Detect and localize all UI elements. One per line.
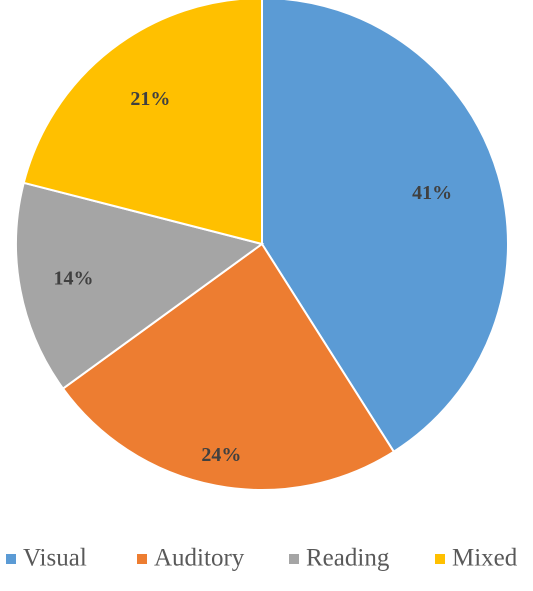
legend-item-reading: Reading: [289, 545, 390, 572]
legend-label-visual: Visual: [23, 545, 87, 572]
data-label-mixed: 21%: [130, 88, 170, 110]
legend-label-mixed: Mixed: [452, 545, 518, 572]
legend-item-auditory: Auditory: [137, 545, 245, 572]
pie-slice-visual: [261, 0, 509, 454]
legend-item-mixed: Mixed: [435, 545, 518, 572]
legend: Visual Auditory Reading Mixed: [6, 545, 518, 572]
legend-swatch-visual: [6, 554, 16, 564]
pie-data-labels: 41% 24% 14% 21%: [54, 88, 453, 466]
legend-label-auditory: Auditory: [154, 545, 245, 572]
pie-slice-reading: [15, 181, 265, 390]
legend-swatch-auditory: [137, 554, 147, 564]
pie-slice-mixed: [22, 0, 263, 246]
data-label-reading: 14%: [54, 268, 94, 290]
legend-swatch-reading: [289, 554, 299, 564]
legend-label-reading: Reading: [306, 545, 390, 572]
pie-slice-auditory: [61, 242, 396, 491]
pie-slices: [15, 0, 509, 491]
legend-swatch-mixed: [435, 554, 445, 564]
data-label-visual: 41%: [412, 182, 452, 204]
data-label-auditory: 24%: [201, 444, 241, 466]
legend-item-visual: Visual: [6, 545, 87, 572]
